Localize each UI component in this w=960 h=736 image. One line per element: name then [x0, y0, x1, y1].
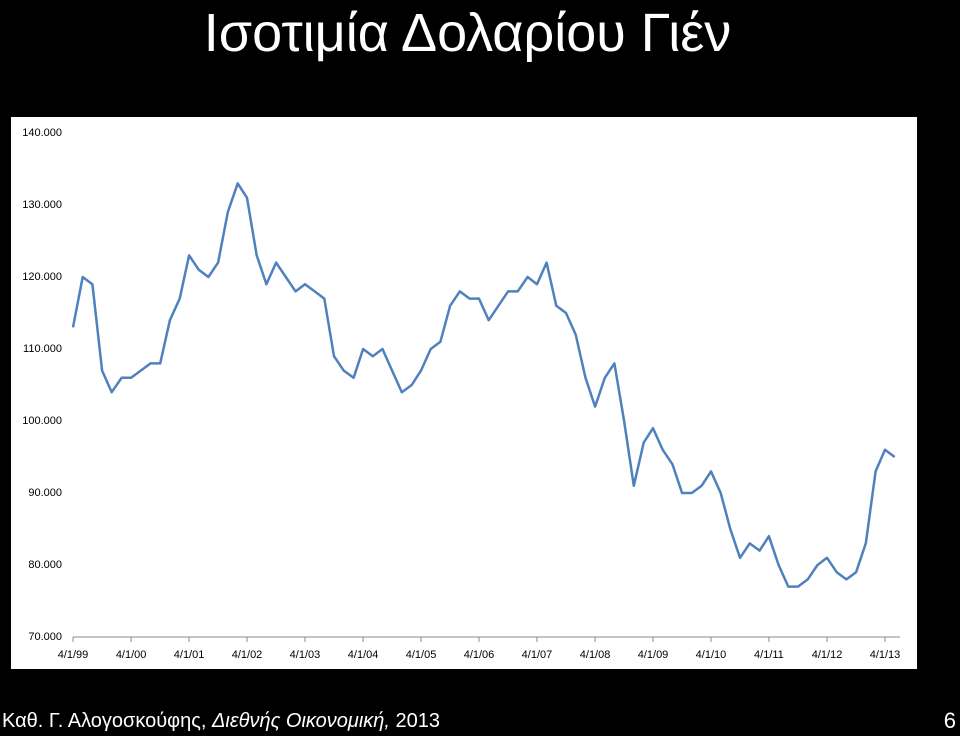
y-tick-label: 80.000 — [28, 559, 62, 571]
y-tick-label: 70.000 — [28, 631, 62, 643]
x-tick-label: 4/1/12 — [812, 649, 843, 661]
x-tick-label: 4/1/01 — [174, 649, 205, 661]
y-tick-label: 100.000 — [22, 415, 62, 427]
footer: Καθ. Γ. Αλογοσκούφης, Διεθνής Οικονομική… — [2, 710, 440, 733]
x-tick-label: 4/1/11 — [754, 649, 784, 661]
x-tick-label: 4/1/02 — [232, 649, 263, 661]
chart-area — [11, 117, 917, 669]
data-line — [71, 182, 896, 588]
x-tick-label: 4/1/05 — [406, 649, 437, 661]
y-tick-label: 90.000 — [28, 487, 62, 499]
x-tick-label: 4/1/13 — [870, 649, 901, 661]
y-tick-label: 130.000 — [22, 199, 62, 211]
x-tick-label: 4/1/08 — [580, 649, 611, 661]
y-tick-label: 140.000 — [22, 127, 62, 139]
x-tick-label: 4/1/99 — [58, 649, 89, 661]
page-number: 6 — [943, 708, 956, 733]
y-tick-label: 120.000 — [22, 271, 62, 283]
x-tick-label: 4/1/09 — [638, 649, 669, 661]
slide-title: Ισοτιμία Δολαρίου Γιέν — [203, 3, 732, 63]
x-tick-label: 4/1/10 — [696, 649, 727, 661]
footer-course: Διεθνής Οικονομική, — [212, 710, 390, 732]
x-tick-label: 4/1/04 — [348, 649, 379, 661]
x-tick-label: 4/1/00 — [116, 649, 147, 661]
footer-author: Καθ. Γ. Αλογοσκούφης, — [2, 710, 207, 732]
x-tick-label: 4/1/03 — [290, 649, 321, 661]
x-tick-label: 4/1/06 — [464, 649, 495, 661]
y-tick-label: 110.000 — [23, 343, 62, 355]
footer-year: 2013 — [395, 710, 441, 732]
x-tick-label: 4/1/07 — [522, 649, 553, 661]
